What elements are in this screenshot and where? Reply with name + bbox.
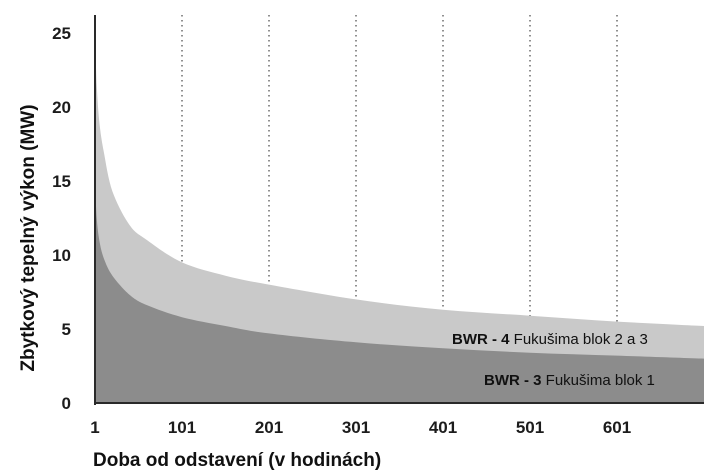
series-label-bwr4: BWR - 4 Fukušima blok 2 a 3 — [452, 331, 648, 348]
area-bwr4 — [95, 33, 704, 403]
series-label-bwr4-rest: Fukušima blok 2 a 3 — [510, 331, 648, 348]
x-tick-label-201: 201 — [255, 418, 283, 437]
series-label-bwr3-rest: Fukušima blok 1 — [542, 372, 655, 389]
y-tick-label-20: 20 — [52, 98, 71, 117]
area-bwr3 — [95, 181, 704, 403]
x-tick-label-101: 101 — [168, 418, 196, 437]
x-tick-label-301: 301 — [342, 418, 370, 437]
y-axis-title: Zbytkový tepelný výkon (MW) — [18, 104, 39, 371]
x-tick-label-601: 601 — [603, 418, 631, 437]
y-tick-label-5: 5 — [62, 320, 71, 339]
x-axis-title: Doba od odstavení (v hodinách) — [93, 450, 381, 471]
x-tick-label-401: 401 — [429, 418, 457, 437]
series-label-bwr4-bold: BWR - 4 — [452, 331, 510, 348]
series-label-bwr3: BWR - 3 Fukušima blok 1 — [484, 372, 655, 389]
y-tick-label-10: 10 — [52, 246, 71, 265]
axes — [94, 15, 704, 405]
x-tick-label-1: 1 — [90, 418, 99, 437]
y-tick-label-25: 25 — [52, 24, 71, 43]
area-series — [95, 33, 704, 403]
x-tick-label-501: 501 — [516, 418, 544, 437]
series-label-bwr3-bold: BWR - 3 — [484, 372, 542, 389]
y-tick-label-15: 15 — [52, 172, 71, 191]
y-tick-label-0: 0 — [62, 394, 71, 413]
series-labels: BWR - 4 Fukušima blok 2 a 3 BWR - 3 Fuku… — [452, 331, 655, 389]
tick-labels: 0 5 10 15 20 25 1 101 201 301 401 501 601 — [52, 24, 631, 437]
